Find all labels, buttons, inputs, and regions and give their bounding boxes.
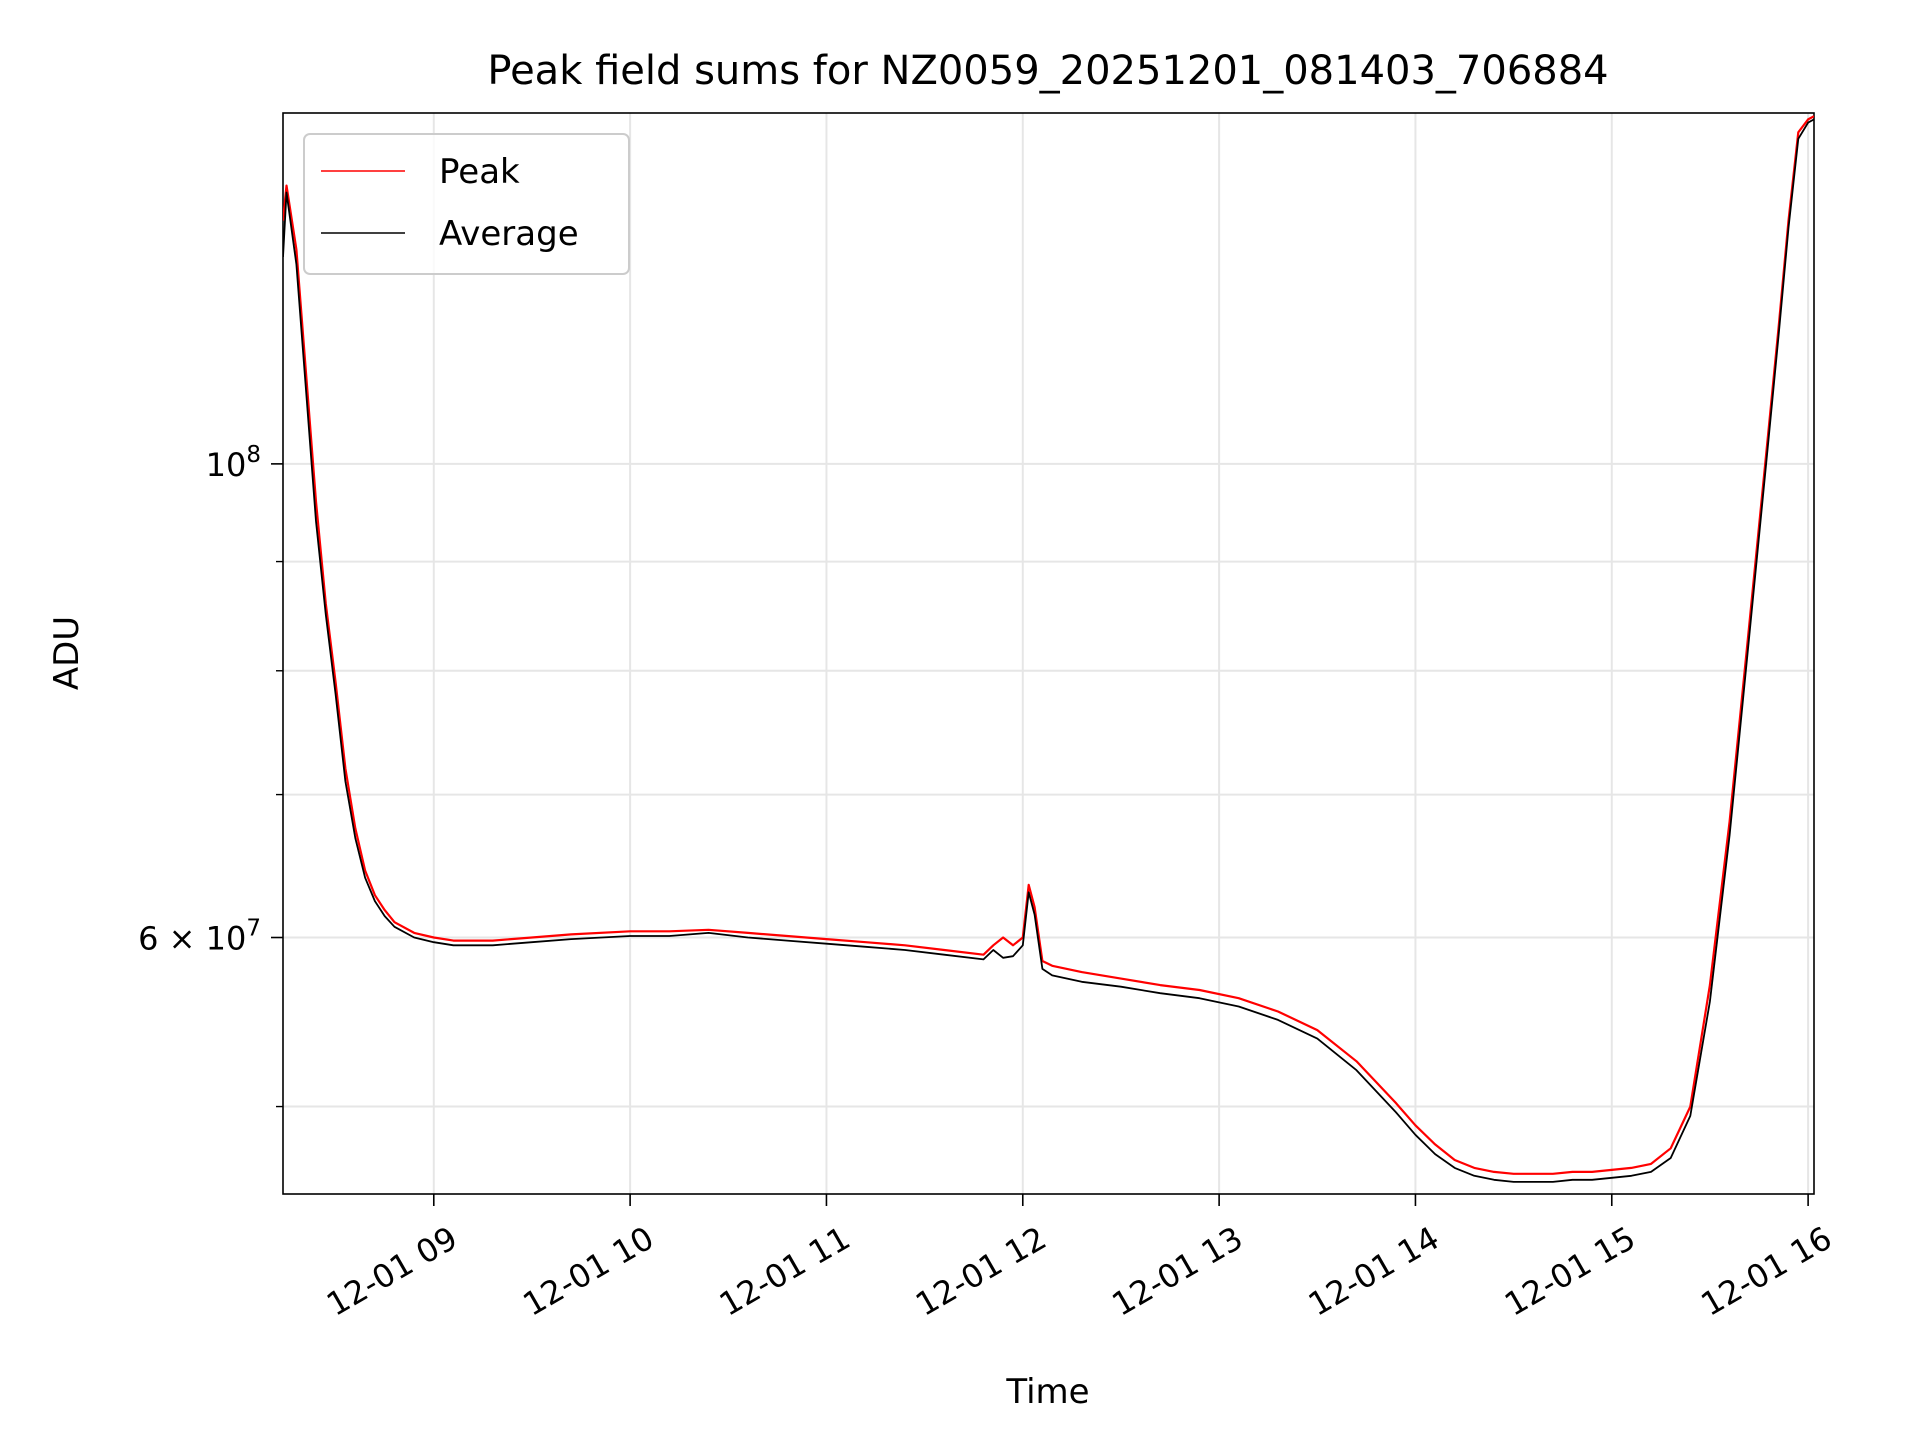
legend-label-average: Average	[439, 214, 579, 254]
y-axis-label: ADU	[47, 616, 87, 690]
y-axis: 6 × 107 108	[138, 442, 283, 1108]
y-tick-label: 6 × 107	[138, 916, 261, 958]
legend: Peak Average	[303, 133, 630, 275]
series-line-peak	[283, 115, 1814, 1175]
chart-title: Peak field sums for NZ0059_20251201_0814…	[487, 48, 1608, 94]
plot-area	[282, 112, 1815, 1195]
x-axis-label: Time	[1005, 1372, 1089, 1412]
y-tick-label: 108	[206, 442, 261, 484]
series-layer	[283, 115, 1814, 1183]
legend-label-peak: Peak	[439, 152, 520, 192]
grid	[283, 113, 1814, 1194]
legend-box	[303, 133, 630, 275]
series-line-average	[283, 118, 1814, 1183]
